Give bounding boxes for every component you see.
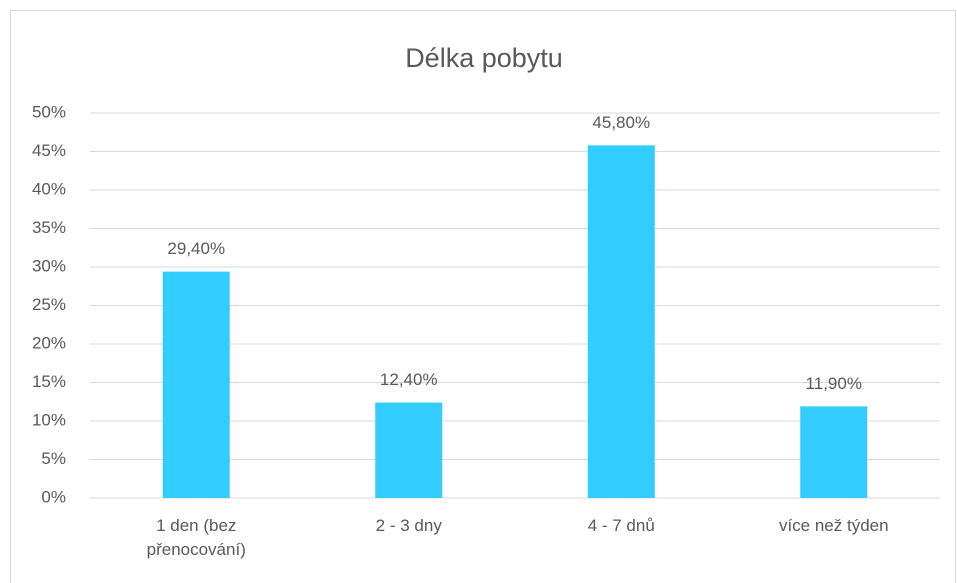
- x-tick-label: 1 den (bez přenocování): [146, 516, 246, 559]
- y-tick-label: 30%: [32, 256, 66, 275]
- bar: [587, 145, 655, 498]
- bar: [162, 271, 230, 498]
- y-tick-label: 10%: [32, 410, 66, 429]
- y-tick-label: 25%: [32, 295, 66, 314]
- chart-title: Délka pobytu: [405, 43, 563, 73]
- data-label: 45,80%: [592, 113, 650, 132]
- y-tick-label: 40%: [32, 179, 66, 198]
- y-tick-label: 5%: [41, 449, 66, 468]
- x-tick-label: 4 - 7 dnů: [587, 516, 655, 535]
- data-label: 12,40%: [380, 370, 438, 389]
- bar: [375, 402, 443, 498]
- y-tick-label: 35%: [32, 218, 66, 237]
- y-tick-label: 15%: [32, 372, 66, 391]
- x-tick-label: 2 - 3 dny: [375, 516, 442, 535]
- x-tick-label: více než týden: [778, 516, 889, 535]
- data-label: 29,40%: [167, 239, 225, 258]
- bar: [800, 406, 868, 498]
- y-tick-label: 0%: [41, 487, 66, 506]
- y-tick-label: 45%: [32, 141, 66, 160]
- data-label: 11,90%: [806, 374, 862, 393]
- y-tick-label: 50%: [32, 102, 66, 121]
- y-tick-label: 20%: [32, 333, 66, 352]
